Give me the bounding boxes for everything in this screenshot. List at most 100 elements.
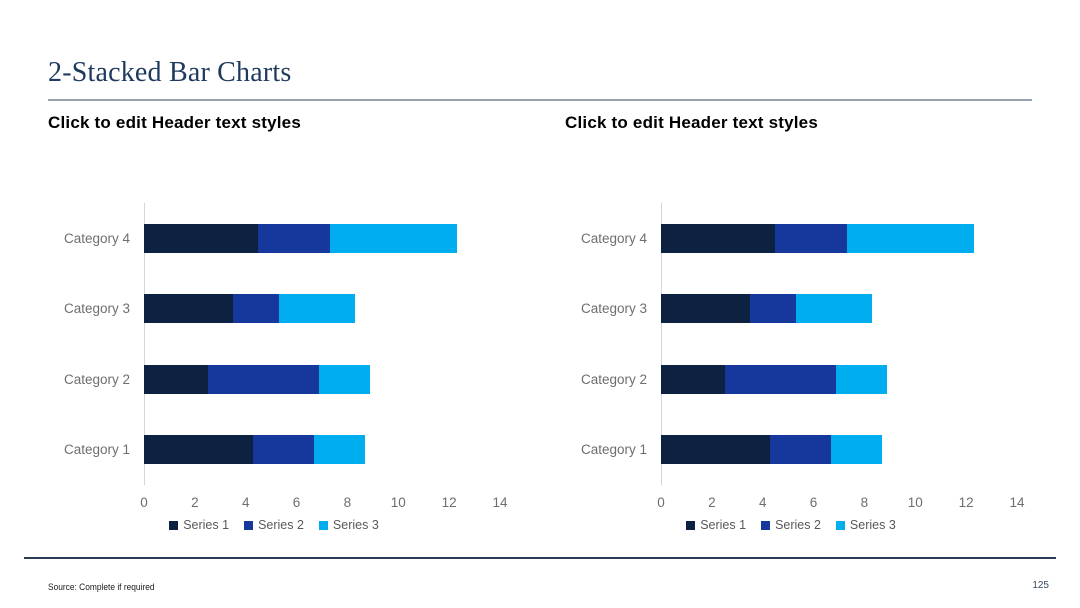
- x-tick-label: 4: [241, 495, 250, 510]
- bar-segment-series-3[interactable]: [846, 223, 974, 253]
- category-label: Category 3: [63, 301, 130, 317]
- x-tick-label: 6: [809, 495, 818, 510]
- legend-label: Series 1: [183, 518, 230, 532]
- category-label: Category 2: [580, 371, 647, 387]
- plot-area: Category 4 Category 3 Category 2 Category 1: [565, 203, 1017, 485]
- bar-segment-series-1[interactable]: [661, 364, 725, 394]
- bar-segment-series-3[interactable]: [314, 435, 366, 465]
- legend-swatch-icon: [761, 520, 771, 530]
- footer-divider: [24, 557, 1056, 559]
- x-tick-label: 4: [758, 495, 767, 510]
- bar-segment-series-2[interactable]: [253, 435, 315, 465]
- x-tick-label: 2: [708, 495, 716, 510]
- legend-item[interactable]: Series 3: [835, 518, 896, 532]
- legend-item[interactable]: Series 2: [761, 518, 821, 532]
- x-tick-label: 12: [958, 495, 974, 510]
- category-label: Category 2: [63, 371, 130, 387]
- footer-source-text[interactable]: Source: Complete if required: [48, 582, 155, 592]
- bar-segment-series-1[interactable]: [661, 435, 771, 465]
- x-tick-label: 0: [140, 495, 148, 510]
- bar-segment-series-3[interactable]: [836, 364, 888, 394]
- bar-row: Category 1: [48, 415, 500, 486]
- bar-segment-series-3[interactable]: [795, 294, 873, 324]
- bar-segment-series-1[interactable]: [144, 294, 233, 324]
- bar-track: [144, 435, 500, 465]
- bar-segment-series-2[interactable]: [750, 294, 796, 324]
- bar-segment-series-1[interactable]: [144, 435, 254, 465]
- page-number: 125: [1032, 580, 1049, 591]
- legend-label: Series 2: [775, 518, 821, 532]
- x-tick-label: 2: [191, 495, 199, 510]
- bar-segment-series-2[interactable]: [775, 223, 847, 253]
- legend-item[interactable]: Series 1: [169, 518, 229, 532]
- legend-swatch-icon: [686, 520, 696, 530]
- category-label: Category 1: [63, 442, 130, 458]
- bar-segment-series-2[interactable]: [207, 364, 320, 394]
- legend-item[interactable]: Series 2: [244, 518, 304, 532]
- bar-segment-series-2[interactable]: [724, 364, 837, 394]
- x-tick-label: 14: [492, 495, 508, 510]
- x-tick-label: 0: [657, 495, 665, 510]
- plot-area: Category 4 Category 3 Category 2 Category 1: [48, 203, 500, 485]
- legend-item[interactable]: Series 1: [686, 518, 746, 532]
- bar-row: Category 3: [565, 274, 1017, 345]
- x-tick-label: 14: [1009, 495, 1025, 510]
- chart-legend: Series 1 Series 2 Series 3: [48, 518, 500, 532]
- bar-segment-series-1[interactable]: [661, 294, 750, 324]
- bar-segment-series-3[interactable]: [319, 364, 371, 394]
- legend-label: Series 1: [700, 518, 747, 532]
- legend-label: Series 3: [332, 518, 379, 532]
- x-tick-label: 10: [390, 495, 406, 510]
- title-underline: [48, 99, 1032, 101]
- chart-block-left: Click to edit Header text styles Categor…: [48, 112, 508, 532]
- chart-block-right: Click to edit Header text styles Categor…: [565, 112, 1025, 532]
- category-label: Category 1: [580, 442, 647, 458]
- legend-swatch-icon: [835, 520, 845, 530]
- legend-item[interactable]: Series 3: [318, 518, 379, 532]
- legend-label: Series 3: [849, 518, 896, 532]
- legend-swatch-icon: [244, 520, 254, 530]
- x-tick-label: 8: [860, 495, 869, 510]
- bar-segment-series-2[interactable]: [770, 435, 832, 465]
- legend-label: Series 2: [258, 518, 304, 532]
- page-title[interactable]: 2-Stacked Bar Charts: [48, 57, 292, 88]
- bar-row: Category 2: [565, 344, 1017, 415]
- bar-row: Category 4: [565, 203, 1017, 274]
- bar-track: [661, 364, 1017, 394]
- bar-segment-series-2[interactable]: [233, 294, 279, 324]
- bar-segment-series-3[interactable]: [831, 435, 883, 465]
- stacked-bar-chart-right[interactable]: Category 4 Category 3 Category 2 Category 1…: [565, 203, 1025, 532]
- legend-swatch-icon: [318, 520, 328, 530]
- bar-segment-series-1[interactable]: [661, 223, 776, 253]
- category-label: Category 3: [580, 301, 647, 317]
- x-axis-ticks: 0 2 4 6 8 10 12 14: [140, 485, 507, 518]
- category-label: Category 4: [63, 230, 130, 246]
- legend-swatch-icon: [169, 520, 179, 530]
- x-axis-ticks: 0 2 4 6 8 10 12 14: [657, 485, 1024, 518]
- bar-row: Category 4: [48, 203, 500, 274]
- bar-track: [144, 294, 500, 324]
- chart-header-right[interactable]: Click to edit Header text styles: [565, 113, 818, 132]
- chart-header-left[interactable]: Click to edit Header text styles: [48, 113, 301, 132]
- bar-track: [144, 223, 500, 253]
- chart-legend: Series 1 Series 2 Series 3: [565, 518, 1017, 532]
- x-tick-label: 12: [441, 495, 457, 510]
- stacked-bar-chart-left[interactable]: Category 4 Category 3 Category 2 Category 1…: [48, 203, 508, 532]
- bar-segment-series-1[interactable]: [144, 364, 208, 394]
- bar-row: Category 2: [48, 344, 500, 415]
- bar-track: [144, 364, 500, 394]
- bar-row: Category 1: [565, 415, 1017, 486]
- category-axis-line: [661, 203, 662, 485]
- x-tick-label: 10: [907, 495, 923, 510]
- bar-track: [661, 294, 1017, 324]
- bar-segment-series-3[interactable]: [278, 294, 356, 324]
- category-axis-line: [144, 203, 145, 485]
- bar-segment-series-3[interactable]: [329, 223, 457, 253]
- category-label: Category 4: [580, 230, 647, 246]
- x-tick-label: 6: [292, 495, 301, 510]
- bar-track: [661, 435, 1017, 465]
- bar-track: [661, 223, 1017, 253]
- bar-segment-series-2[interactable]: [258, 223, 330, 253]
- bar-segment-series-1[interactable]: [144, 223, 259, 253]
